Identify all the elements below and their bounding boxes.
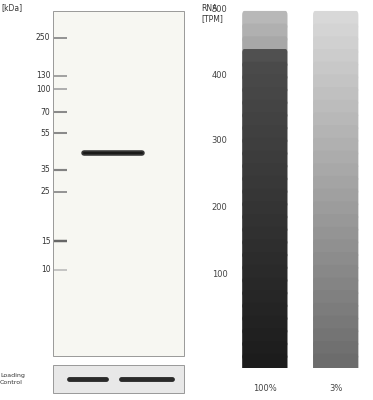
FancyBboxPatch shape bbox=[242, 163, 288, 182]
FancyBboxPatch shape bbox=[313, 11, 358, 30]
Text: 400: 400 bbox=[212, 71, 228, 80]
FancyBboxPatch shape bbox=[313, 265, 358, 284]
FancyBboxPatch shape bbox=[242, 125, 288, 144]
FancyBboxPatch shape bbox=[313, 214, 358, 233]
FancyBboxPatch shape bbox=[313, 36, 358, 55]
FancyBboxPatch shape bbox=[313, 62, 358, 80]
FancyBboxPatch shape bbox=[242, 316, 288, 334]
FancyBboxPatch shape bbox=[313, 176, 358, 194]
FancyBboxPatch shape bbox=[313, 278, 358, 296]
FancyBboxPatch shape bbox=[242, 227, 288, 245]
Text: High: High bbox=[89, 371, 109, 380]
FancyBboxPatch shape bbox=[242, 150, 288, 169]
FancyBboxPatch shape bbox=[313, 240, 358, 258]
FancyBboxPatch shape bbox=[242, 36, 288, 55]
FancyBboxPatch shape bbox=[53, 11, 184, 356]
Text: Low: Low bbox=[135, 371, 152, 380]
Text: 250: 250 bbox=[36, 33, 50, 42]
FancyBboxPatch shape bbox=[242, 176, 288, 194]
FancyBboxPatch shape bbox=[242, 240, 288, 258]
FancyBboxPatch shape bbox=[242, 87, 288, 106]
FancyBboxPatch shape bbox=[313, 290, 358, 309]
FancyBboxPatch shape bbox=[313, 138, 358, 156]
FancyBboxPatch shape bbox=[242, 138, 288, 156]
Text: 25: 25 bbox=[41, 187, 50, 196]
FancyBboxPatch shape bbox=[313, 354, 358, 372]
FancyBboxPatch shape bbox=[242, 354, 288, 372]
FancyBboxPatch shape bbox=[313, 252, 358, 271]
Text: 130: 130 bbox=[36, 71, 50, 80]
FancyBboxPatch shape bbox=[313, 201, 358, 220]
FancyBboxPatch shape bbox=[313, 49, 358, 68]
FancyBboxPatch shape bbox=[313, 227, 358, 245]
FancyBboxPatch shape bbox=[242, 74, 288, 93]
FancyBboxPatch shape bbox=[242, 341, 288, 360]
FancyBboxPatch shape bbox=[313, 341, 358, 360]
FancyBboxPatch shape bbox=[242, 278, 288, 296]
FancyBboxPatch shape bbox=[313, 125, 358, 144]
Text: Loading
Control: Loading Control bbox=[0, 374, 25, 385]
FancyBboxPatch shape bbox=[242, 11, 288, 30]
Text: 300: 300 bbox=[211, 136, 228, 145]
FancyBboxPatch shape bbox=[313, 316, 358, 334]
FancyBboxPatch shape bbox=[53, 365, 184, 393]
Text: 500: 500 bbox=[212, 6, 228, 14]
FancyBboxPatch shape bbox=[242, 112, 288, 131]
FancyBboxPatch shape bbox=[242, 252, 288, 271]
FancyBboxPatch shape bbox=[313, 100, 358, 118]
FancyBboxPatch shape bbox=[242, 24, 288, 42]
FancyBboxPatch shape bbox=[242, 265, 288, 284]
Text: 200: 200 bbox=[212, 204, 228, 212]
FancyBboxPatch shape bbox=[242, 328, 288, 347]
Text: 15: 15 bbox=[41, 237, 50, 246]
Text: 55: 55 bbox=[41, 129, 50, 138]
FancyBboxPatch shape bbox=[313, 150, 358, 169]
FancyBboxPatch shape bbox=[313, 328, 358, 347]
FancyBboxPatch shape bbox=[313, 303, 358, 322]
Text: RNA
[TPM]: RNA [TPM] bbox=[201, 4, 223, 23]
FancyBboxPatch shape bbox=[313, 87, 358, 106]
FancyBboxPatch shape bbox=[242, 201, 288, 220]
FancyBboxPatch shape bbox=[242, 49, 288, 68]
Text: 70: 70 bbox=[41, 108, 50, 117]
Text: 100: 100 bbox=[36, 85, 50, 94]
FancyBboxPatch shape bbox=[313, 163, 358, 182]
Text: 10: 10 bbox=[41, 266, 50, 274]
FancyBboxPatch shape bbox=[242, 290, 288, 309]
FancyBboxPatch shape bbox=[313, 24, 358, 42]
FancyBboxPatch shape bbox=[242, 189, 288, 207]
FancyBboxPatch shape bbox=[313, 74, 358, 93]
Text: 100%: 100% bbox=[253, 384, 277, 393]
Text: [kDa]: [kDa] bbox=[2, 4, 23, 13]
FancyBboxPatch shape bbox=[242, 100, 288, 118]
Text: 100: 100 bbox=[212, 270, 228, 279]
FancyBboxPatch shape bbox=[313, 112, 358, 131]
Text: 35: 35 bbox=[41, 166, 50, 174]
FancyBboxPatch shape bbox=[242, 62, 288, 80]
Text: 3%: 3% bbox=[329, 384, 342, 393]
FancyBboxPatch shape bbox=[242, 214, 288, 233]
FancyBboxPatch shape bbox=[313, 189, 358, 207]
FancyBboxPatch shape bbox=[242, 303, 288, 322]
